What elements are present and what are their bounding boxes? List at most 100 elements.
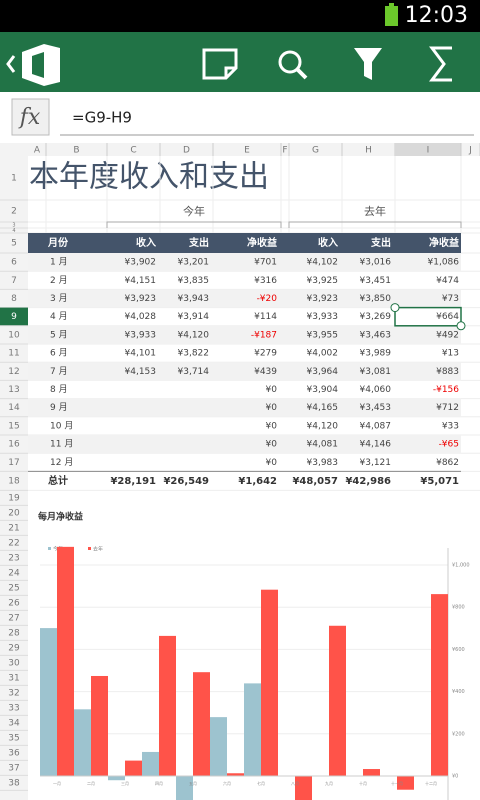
table-cell: ¥712 (436, 403, 459, 413)
row-number: 28 (8, 628, 20, 638)
bar (227, 773, 244, 776)
table-header: 月份 (47, 236, 69, 249)
bar (295, 776, 312, 800)
table-cell: ¥3,016 (360, 258, 392, 268)
column-header: E (244, 146, 250, 156)
x-tick-label: 七月 (257, 780, 265, 786)
row-shade (28, 253, 461, 272)
row-number: 14 (8, 403, 20, 413)
table-cell: ¥3,822 (178, 349, 210, 359)
column-header: F (282, 146, 287, 156)
table-cell: ¥664 (436, 312, 459, 322)
table-cell: 3 月 (50, 293, 68, 304)
status-bar (0, 0, 480, 32)
row-number: 38 (8, 778, 20, 788)
table-cell: ¥3,850 (360, 294, 392, 304)
table-cell: ¥3,964 (307, 367, 339, 377)
row-number: 24 (8, 568, 20, 578)
group-label: 去年 (364, 204, 386, 218)
row-shade (28, 325, 461, 344)
table-cell: ¥13 (442, 349, 459, 359)
bar (176, 776, 193, 800)
row-number: 36 (8, 748, 20, 758)
row-number: 15 (8, 421, 19, 431)
selection-handle[interactable] (456, 321, 466, 331)
row-number: 6 (11, 258, 17, 268)
table-cell: ¥3,463 (360, 330, 392, 340)
row-number: 27 (8, 613, 19, 623)
row-number: 13 (8, 385, 19, 395)
chart: 每月净收益¥0¥200¥400¥600¥800¥1,000今年去年一月二月三月四… (28, 500, 480, 800)
y-tick-label: ¥400 (452, 689, 465, 695)
search-handle (295, 67, 308, 80)
x-tick-label: 五月 (189, 781, 197, 786)
bar (159, 635, 176, 776)
bar (108, 776, 125, 781)
bar (363, 769, 380, 776)
table-cell: ¥3,914 (178, 312, 210, 322)
table-cell: ¥73 (442, 294, 459, 304)
formula[interactable]: =G9-H9 (72, 109, 132, 127)
table-cell: ¥3,714 (178, 367, 210, 377)
bar (329, 625, 346, 776)
y-tick-label: ¥600 (452, 647, 465, 653)
row-number: 35 (8, 733, 19, 743)
table-cell: ¥3,925 (307, 276, 339, 286)
fx-box[interactable] (11, 98, 50, 136)
total-cell: ¥42,986 (345, 476, 391, 487)
table-cell: ¥3,933 (125, 330, 157, 340)
column-header: D (183, 146, 190, 156)
table-cell: 9 月 (50, 402, 68, 413)
table-cell: ¥4,153 (125, 367, 157, 377)
row-shade (28, 398, 461, 417)
table-cell: ¥3,923 (125, 294, 157, 304)
table-cell: ¥4,120 (307, 421, 339, 431)
column-header: H (365, 146, 372, 156)
table-cell: ¥33 (442, 421, 459, 431)
search-button[interactable] (278, 50, 302, 74)
sum-button[interactable] (429, 46, 452, 82)
table-cell: 7 月 (50, 366, 68, 377)
row-shade (28, 289, 461, 308)
table-cell: ¥3,989 (360, 349, 392, 359)
table-cell: -¥187 (251, 330, 277, 340)
column-header: G (312, 146, 319, 156)
comment-button[interactable] (202, 48, 238, 80)
table-cell: ¥0 (266, 458, 278, 468)
table-cell: 11 月 (50, 439, 73, 450)
table-header-bg (28, 233, 461, 253)
column-header: A (34, 146, 41, 156)
back-button[interactable] (6, 55, 16, 73)
battery-tip (389, 3, 394, 6)
bar (397, 776, 414, 790)
row-number: 22 (8, 538, 19, 548)
row-number: 18 (8, 476, 20, 486)
table-cell: ¥0 (266, 421, 278, 431)
table-cell: ¥3,451 (360, 276, 392, 286)
x-tick-label: 四月 (155, 781, 163, 786)
table-cell: 1 月 (50, 257, 68, 268)
row-number: 19 (8, 493, 20, 503)
row-number: 8 (11, 294, 17, 304)
row-number: 3 (12, 223, 15, 229)
table-cell: ¥3,835 (178, 276, 210, 286)
table-cell: ¥701 (254, 258, 277, 268)
table-cell: -¥156 (433, 385, 459, 395)
total-cell: 总计 (48, 474, 68, 487)
office-logo[interactable] (22, 44, 60, 86)
filter-button[interactable] (354, 48, 382, 80)
row-number: 23 (8, 553, 19, 563)
row-number: 17 (8, 458, 19, 468)
table-cell: ¥4,101 (125, 349, 157, 359)
table-cell: ¥4,165 (307, 403, 339, 413)
row-number: 31 (8, 673, 19, 683)
table-cell: ¥3,943 (178, 294, 210, 304)
table-header: 支出 (188, 236, 209, 249)
table-cell: ¥4,002 (307, 349, 339, 359)
row-number: 1 (11, 174, 17, 184)
sheet-title: 本年度收入和支出 (29, 160, 269, 195)
selection-handle[interactable] (390, 303, 400, 313)
row-number: 20 (8, 508, 20, 518)
table-cell: ¥474 (436, 276, 459, 286)
table-cell: ¥3,923 (307, 294, 339, 304)
